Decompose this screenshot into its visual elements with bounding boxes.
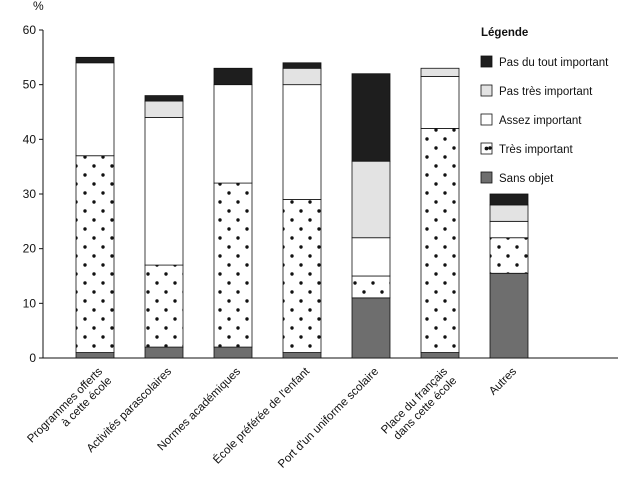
bar-segment [351,275,391,299]
legend-item: Assez important [480,113,582,127]
bar-segment [75,56,115,64]
legend-swatch [480,171,493,184]
category-labels: Programmes offertsà cette écoleActivités… [25,364,519,470]
legend-swatch [480,113,493,126]
bar-stack [213,67,253,359]
bar-segment [75,352,115,359]
bar-segment [75,155,115,353]
x-tick-label: Autres [487,365,519,397]
bar-segment [282,199,322,353]
legend-label: Pas très important [499,86,593,98]
bar-segment [351,160,391,239]
bar-segment [213,346,253,359]
bar-segment [144,264,184,348]
y-tick-label: 60 [23,23,37,37]
bar-segment [351,73,391,162]
bar-segment [213,84,253,184]
bar-stack [351,73,391,359]
legend-swatch-dot [484,146,489,151]
legend-item: Très important [480,142,574,156]
legend-item: Sans objet [480,171,554,185]
legend-item: Pas très important [480,84,593,98]
bar-segment [213,67,253,86]
legend-label: Pas du tout important [499,57,609,69]
legend-swatch [480,84,493,97]
bar-segment [489,272,529,359]
legend: Légende Pas du tout important Pas très imp… [480,27,609,185]
bar-stack [420,67,460,359]
bar-segment [351,297,391,359]
bar-segment [144,95,184,102]
bar-segment [420,76,460,129]
bar-segment [420,127,460,353]
bar-segment [213,182,253,348]
bar-segment [282,62,322,69]
y-tick-label: 0 [29,351,36,365]
y-tick-label: 10 [23,296,37,310]
y-axis-label: % [33,0,44,13]
legend-label: Assez important [499,115,582,127]
axes: 0 10 20 30 40 50 60% [23,0,618,365]
bar-segment [282,67,322,86]
legend-swatch [480,55,493,68]
bar-segment [144,346,184,359]
bar-segment [282,352,322,359]
bar-segment [282,84,322,200]
legend-label: Très important [499,144,574,156]
x-tick-label: Place du françaisdans cette école [379,365,459,445]
bar-stack [75,56,115,359]
bar-segment [489,220,529,239]
bars [75,56,529,359]
bar-stack [489,193,529,359]
legend-title: Légende [481,27,528,39]
y-tick-label: 40 [23,132,37,146]
bar-segment [144,100,184,118]
legend-label: Sans objet [499,173,554,185]
legend-item: Pas du tout important [480,55,609,69]
bar-segment [489,193,529,206]
bar-segment [489,204,529,222]
bar-segment [144,117,184,266]
y-tick-label: 50 [23,78,37,92]
bar-segment [351,237,391,277]
bar-segment [420,67,460,77]
bar-stack [144,95,184,359]
bar-segment [420,352,460,359]
y-tick-label: 30 [23,187,37,201]
bar-segment [75,62,115,157]
bar-stack [282,62,322,359]
y-tick-label: 20 [23,242,37,256]
bar-segment [489,237,529,274]
